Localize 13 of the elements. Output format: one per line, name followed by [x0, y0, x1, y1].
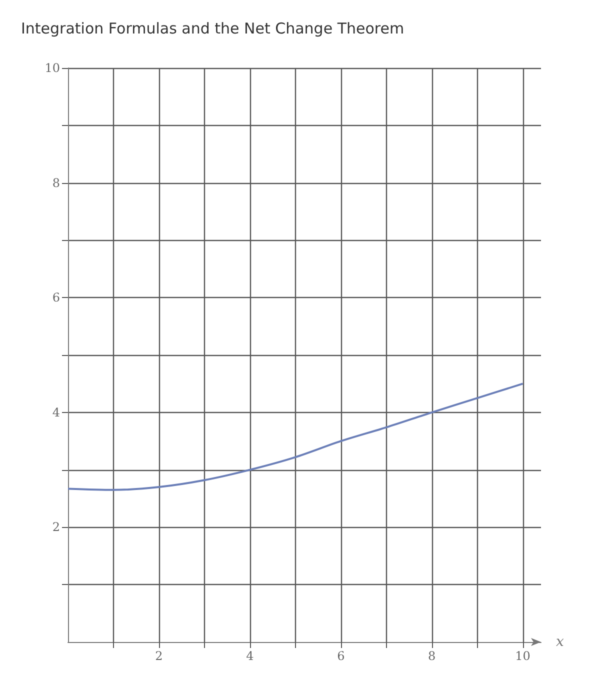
y-tick-label: 4: [52, 405, 60, 420]
x-tick-label: 6: [337, 649, 345, 663]
y-tick-label: 10: [44, 61, 60, 75]
x-axis-title: x: [556, 634, 564, 650]
chart-title: Integration Formulas and the Net Change Theorem: [21, 20, 404, 38]
y-tick-label: 6: [52, 290, 60, 305]
x-tick-label: 8: [428, 649, 436, 663]
x-tick-label: 4: [246, 649, 254, 663]
y-tick-label: 8: [52, 176, 60, 190]
x-tick-label: 10: [515, 649, 530, 663]
y-tick-label: 2: [52, 520, 60, 534]
line-series: [67, 382, 524, 491]
x-tick-label: 2: [155, 649, 163, 663]
